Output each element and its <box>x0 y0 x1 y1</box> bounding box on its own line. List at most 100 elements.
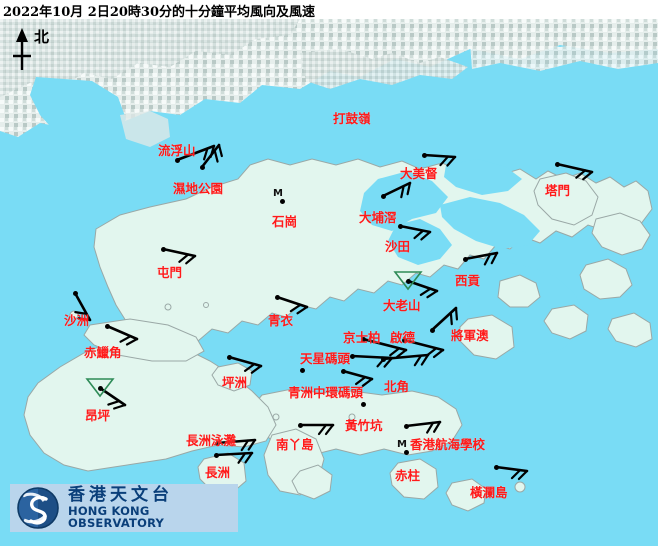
station-dot <box>279 198 285 204</box>
station-dot <box>104 323 110 329</box>
station-dot <box>340 368 346 374</box>
station-dot <box>174 157 180 163</box>
station-label: 中環碼頭 <box>313 385 364 400</box>
wind-barb <box>105 324 139 346</box>
logo-chinese-text: 香港天文台 <box>68 485 173 505</box>
station-label: 天星碼頭 <box>300 351 351 366</box>
wind-barb <box>555 162 594 181</box>
wind-barb <box>398 224 432 241</box>
wind-barb-layer <box>73 143 594 481</box>
station-label: 沙田 <box>385 239 411 254</box>
logo-english-text: HONG KONG OBSERVATORY <box>68 504 165 530</box>
station-label: 將軍澳 <box>451 328 489 343</box>
station-label: 赤鱲角 <box>84 345 122 360</box>
station-dot <box>97 385 103 391</box>
station-label: 橫瀾島 <box>470 485 508 500</box>
wind-barb <box>430 306 459 332</box>
station-dot <box>213 452 219 458</box>
station-dot <box>493 464 499 470</box>
station-label: 長洲泳灘 <box>186 433 237 448</box>
north-arrow: 北 <box>8 26 60 76</box>
station-dot <box>360 336 366 342</box>
station-label: 昂坪 <box>85 408 111 423</box>
station-label: 青洲 <box>288 385 314 400</box>
station-label: 大美督 <box>400 166 438 181</box>
station-label: 大埔滘 <box>359 210 397 225</box>
wind-barb <box>494 465 529 481</box>
map-svg <box>0 19 658 546</box>
wind-barb <box>463 251 499 266</box>
automatic-station-mark: M <box>397 439 407 450</box>
station-dot <box>199 164 205 170</box>
wind-barb <box>381 353 430 367</box>
station-label: 塔門 <box>545 183 571 198</box>
station-dot <box>554 161 560 167</box>
station-label: 香港航海學校 <box>410 437 486 452</box>
station-dot <box>72 290 78 296</box>
wind-barb <box>214 451 254 464</box>
wind-barb <box>73 291 92 322</box>
station-label: 青衣 <box>268 313 294 328</box>
station-dot <box>299 367 305 373</box>
station-dot <box>421 152 427 158</box>
wind-barb <box>404 420 442 434</box>
observatory-emblem-icon <box>17 487 59 529</box>
page-title: 2022年10月 2日20時30分的十分鐘平均風向及風速 <box>3 5 316 20</box>
station-label: 啟德 <box>390 330 416 345</box>
station-dot <box>397 223 403 229</box>
station-dot <box>380 356 386 362</box>
mountain-station-marker <box>85 378 115 398</box>
station-dot <box>405 278 411 284</box>
station-dot <box>360 401 366 407</box>
station-label: 坪洲 <box>222 375 248 390</box>
mountain-station-marker <box>393 271 423 291</box>
station-dot <box>429 327 435 333</box>
wind-barb <box>275 295 309 315</box>
station-dot <box>160 246 166 252</box>
north-label: 北 <box>34 28 50 46</box>
mainland-china <box>0 19 658 147</box>
station-dot <box>462 256 468 262</box>
station-dot <box>274 294 280 300</box>
station-label: 屯門 <box>157 265 183 280</box>
wind-barb <box>341 369 374 387</box>
automatic-station-mark: M <box>273 188 283 199</box>
tolo-harbour <box>360 159 540 265</box>
wind-barb <box>215 438 257 452</box>
station-label: 石崗 <box>272 214 298 229</box>
station-label: 流浮山 <box>158 143 196 158</box>
map-canvas <box>0 19 658 546</box>
station-label: 黃竹坑 <box>345 418 383 433</box>
station-dot <box>226 354 232 360</box>
station-dot <box>403 423 409 429</box>
new-territories-land <box>93 158 653 350</box>
station-label: 長洲 <box>205 465 231 480</box>
station-dot <box>403 449 409 455</box>
wind-barb <box>200 143 223 169</box>
north-arrow-icon <box>13 28 31 70</box>
station-dot <box>380 193 386 199</box>
station-dot <box>349 353 355 359</box>
station-label: 北角 <box>384 379 410 394</box>
station-dot <box>297 422 303 428</box>
station-label: 南丫島 <box>276 437 314 452</box>
station-dot <box>214 440 220 446</box>
station-label: 西貢 <box>455 273 481 288</box>
hko-logo: 香港天文台 HONG KONG OBSERVATORY <box>10 484 238 532</box>
wind-barb <box>227 355 263 374</box>
outlying-islands <box>164 302 526 512</box>
title-bar: 2022年10月 2日20時30分的十分鐘平均風向及風速 <box>0 0 658 20</box>
station-label: 赤柱 <box>395 468 421 483</box>
station-dot <box>401 337 407 343</box>
station-label: 沙洲 <box>64 313 90 328</box>
wind-barb <box>298 423 335 436</box>
wind-barb <box>161 247 197 265</box>
wind-barb <box>381 181 412 199</box>
station-label: 濕地公園 <box>173 181 224 196</box>
station-label: 打鼓嶺 <box>333 111 371 126</box>
wind-barb <box>361 337 408 359</box>
wind-barb <box>422 153 457 167</box>
station-label: 大老山 <box>383 298 421 313</box>
station-label: 京士柏 <box>343 330 381 345</box>
